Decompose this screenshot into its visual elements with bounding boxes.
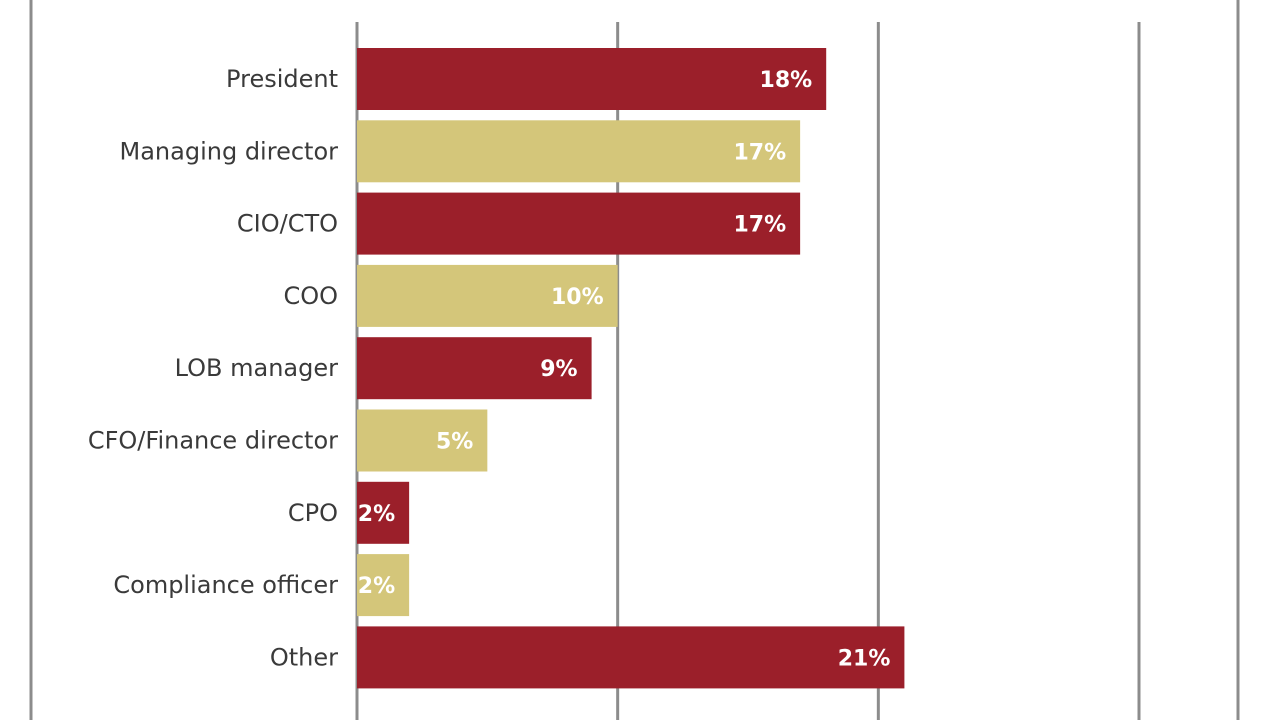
bar (357, 481, 410, 544)
category-label: President (226, 65, 338, 93)
category-label: Compliance officer (113, 571, 338, 599)
data-label: 21% (838, 646, 891, 671)
data-label: 10% (551, 285, 604, 310)
bar (357, 409, 488, 472)
bar (357, 337, 592, 400)
data-label: 5% (436, 430, 473, 455)
bar (357, 48, 827, 110)
data-label: 2% (358, 574, 395, 599)
bar (357, 192, 801, 255)
data-label: 17% (733, 140, 786, 165)
data-label: 9% (540, 357, 577, 382)
bar (357, 626, 905, 689)
category-label: CFO/Finance director (88, 427, 338, 455)
category-label: CPO (288, 499, 338, 527)
bar (357, 120, 801, 183)
category-label: Other (270, 643, 338, 671)
category-label: COO (283, 282, 338, 310)
category-label: CIO/CTO (237, 210, 338, 238)
category-labels: President Managing director CIO/CTO COO LOB … (88, 65, 338, 671)
data-label: 2% (358, 502, 395, 527)
category-label: LOB manager (175, 354, 339, 382)
data-label: 18% (760, 68, 813, 93)
category-label: Managing director (120, 137, 339, 165)
bar (357, 264, 618, 327)
bar (357, 554, 410, 617)
bars: 18% 17% 17% 10% 9% 5% 2% 2% 21% (357, 48, 905, 689)
data-label: 17% (733, 213, 786, 238)
